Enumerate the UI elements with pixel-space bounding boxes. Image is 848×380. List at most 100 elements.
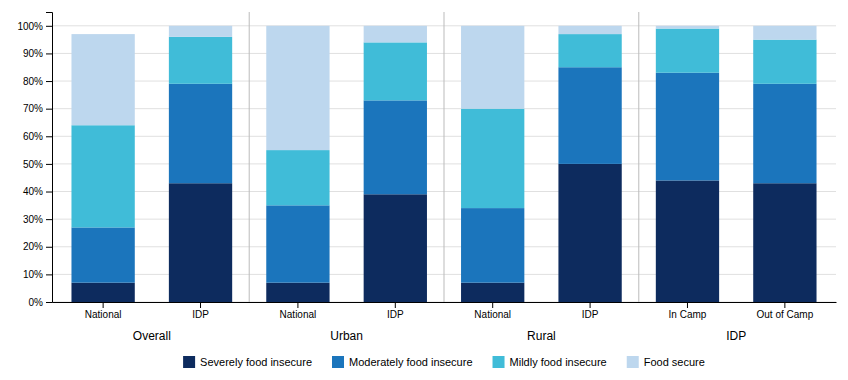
bar-segment bbox=[461, 26, 524, 109]
x-tick-mark bbox=[297, 302, 298, 308]
legend: Severely food insecure Moderately food in… bbox=[183, 356, 705, 368]
x-tick: IDP bbox=[192, 302, 209, 320]
bar-segment bbox=[656, 29, 719, 73]
bar-segment bbox=[266, 26, 329, 150]
y-tick-mark bbox=[46, 164, 52, 165]
group-separator bbox=[444, 12, 445, 302]
bar-segment bbox=[753, 183, 816, 302]
series bbox=[71, 164, 816, 302]
bar-segment bbox=[266, 150, 329, 205]
y-tick-label: 10% bbox=[23, 269, 43, 280]
x-tick-label: National bbox=[474, 309, 511, 320]
legend-item: Food secure bbox=[627, 356, 705, 368]
y-tick-label: 20% bbox=[23, 241, 43, 252]
y-tick-mark bbox=[46, 53, 52, 54]
group-separators bbox=[249, 12, 639, 302]
y-tick-label: 90% bbox=[23, 48, 43, 59]
group-labels: Overall Urban Rural IDP bbox=[133, 329, 746, 343]
x-tick-mark bbox=[687, 302, 688, 308]
y-tick-mark bbox=[46, 274, 52, 275]
x-tick-label: National bbox=[85, 309, 122, 320]
y-tick-label: 50% bbox=[23, 159, 43, 170]
bar-segment bbox=[656, 26, 719, 29]
y-tick-label: 70% bbox=[23, 103, 43, 114]
bar-segment bbox=[364, 26, 427, 43]
legend-item: Moderately food insecure bbox=[332, 356, 473, 368]
bar-segment bbox=[266, 205, 329, 282]
bar-segment bbox=[656, 73, 719, 181]
y-tick-mark bbox=[46, 26, 52, 27]
y-tick: 30% bbox=[23, 214, 52, 225]
bar-segment bbox=[364, 42, 427, 100]
bar-segment bbox=[753, 84, 816, 183]
x-tick: IDP bbox=[582, 302, 599, 320]
group-label: Rural bbox=[527, 329, 556, 343]
x-tick-mark bbox=[492, 302, 493, 308]
legend-item: Mildly food insecure bbox=[493, 356, 607, 368]
plot: 0%10%20%30%40%50%60%70%80%90%100%Nationa… bbox=[17, 12, 836, 343]
bar-segment bbox=[461, 109, 524, 208]
bar-segment bbox=[169, 183, 232, 302]
x-tick-mark bbox=[103, 302, 104, 308]
y-tick: 50% bbox=[23, 159, 52, 170]
x-tick-mark bbox=[590, 302, 591, 308]
legend-item: Severely food insecure bbox=[183, 356, 312, 368]
legend-swatch bbox=[183, 356, 195, 368]
x-axis-line bbox=[53, 302, 837, 303]
group-separator bbox=[638, 12, 639, 302]
y-tick-mark bbox=[46, 136, 52, 137]
bar-segment bbox=[461, 208, 524, 283]
y-tick-mark bbox=[46, 247, 52, 248]
x-tick-label: IDP bbox=[582, 309, 599, 320]
y-tick-label: 100% bbox=[17, 21, 43, 32]
legend-label: Severely food insecure bbox=[200, 356, 312, 368]
bar-segment bbox=[558, 164, 621, 302]
x-axis: National IDP National IDP National IDP In Camp… bbox=[53, 302, 837, 320]
x-tick-mark bbox=[784, 302, 785, 308]
y-tick: 90% bbox=[23, 48, 52, 59]
bar-segment bbox=[753, 26, 816, 40]
bar-segment bbox=[753, 40, 816, 84]
bar-segment bbox=[71, 34, 134, 125]
y-tick-mark bbox=[46, 81, 52, 82]
x-tick-label: In Camp bbox=[669, 309, 707, 320]
y-tick: 20% bbox=[23, 241, 52, 252]
y-tick: 40% bbox=[23, 186, 52, 197]
x-tick-label: National bbox=[280, 309, 317, 320]
x-tick-label: IDP bbox=[192, 309, 209, 320]
group-label: Urban bbox=[330, 329, 363, 343]
group-label: IDP bbox=[726, 329, 746, 343]
bar-segment bbox=[558, 34, 621, 67]
bar-segment bbox=[169, 84, 232, 183]
series bbox=[71, 29, 816, 228]
x-tick-label: IDP bbox=[387, 309, 404, 320]
x-tick: IDP bbox=[387, 302, 404, 320]
group-label: Overall bbox=[133, 329, 171, 343]
legend-swatch bbox=[332, 356, 344, 368]
chart: 0%10%20%30%40%50%60%70%80%90%100%Nationa… bbox=[0, 0, 848, 380]
y-tick: 70% bbox=[23, 103, 52, 114]
y-tick-mark bbox=[46, 219, 52, 220]
bar-segment bbox=[71, 227, 134, 282]
x-tick: Out of Camp bbox=[757, 302, 814, 320]
legend-label: Moderately food insecure bbox=[349, 356, 473, 368]
y-tick: 80% bbox=[23, 76, 52, 87]
group-separator bbox=[249, 12, 250, 302]
x-tick-mark bbox=[200, 302, 201, 308]
y-axis-line bbox=[46, 13, 53, 303]
bar-segment bbox=[364, 100, 427, 194]
series bbox=[71, 67, 816, 282]
legend-label: Mildly food insecure bbox=[510, 356, 607, 368]
y-tick: 100% bbox=[17, 21, 52, 32]
x-tick-mark bbox=[395, 302, 396, 308]
y-tick-mark bbox=[46, 109, 52, 110]
bar-segment bbox=[656, 180, 719, 302]
bar-segment bbox=[364, 194, 427, 302]
y-tick-label: 30% bbox=[23, 214, 43, 225]
legend-swatch bbox=[493, 356, 505, 368]
y-tick-label: 80% bbox=[23, 76, 43, 87]
x-tick: In Camp bbox=[669, 302, 707, 320]
y-tick: 0% bbox=[29, 297, 52, 308]
bar-segment bbox=[266, 283, 329, 302]
bar-segment bbox=[558, 67, 621, 164]
